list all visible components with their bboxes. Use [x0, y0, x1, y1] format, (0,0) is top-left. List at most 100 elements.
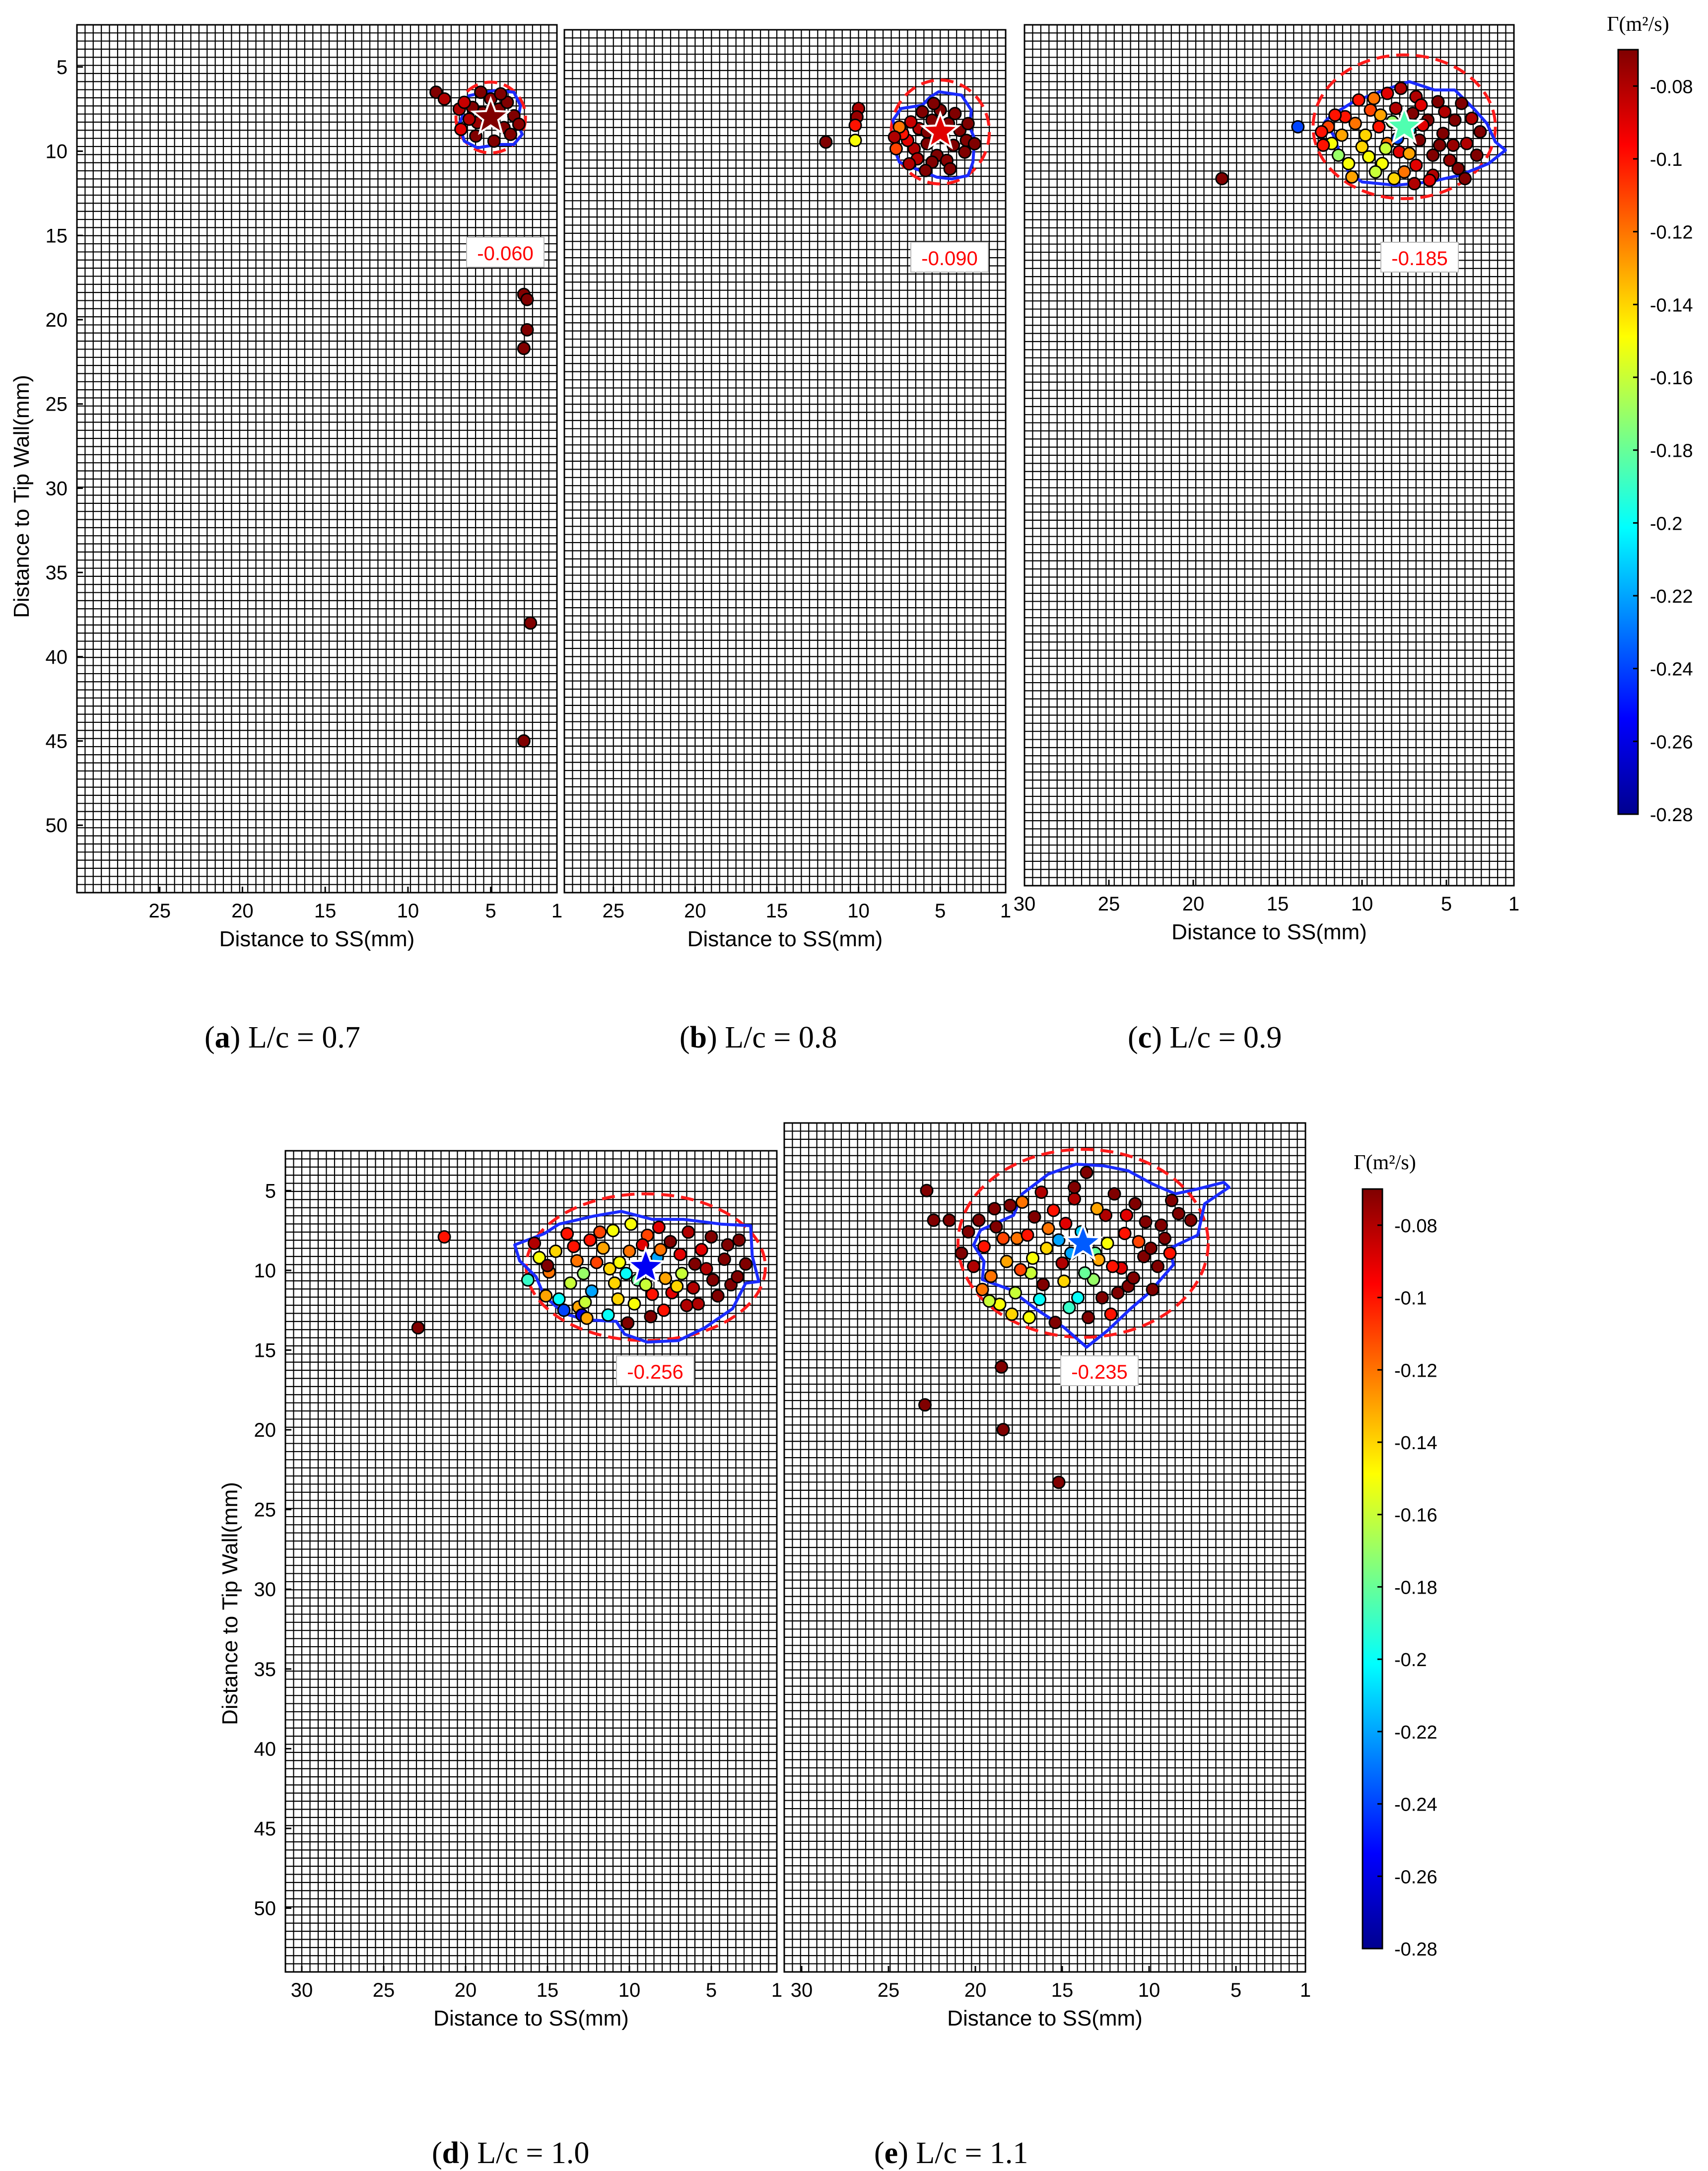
vortex-point [996, 1423, 1010, 1437]
annotation-box [1380, 242, 1459, 273]
vortex-point [1059, 1217, 1073, 1231]
detection-circle [1311, 53, 1497, 201]
vortex-point [888, 130, 901, 144]
vortex-point [848, 118, 862, 132]
vortex-point [688, 1257, 702, 1271]
colorbar-tick-label: -0.18 [1650, 441, 1693, 462]
annotation-box [1060, 1355, 1139, 1386]
vortex-point [680, 1299, 693, 1313]
colorbar-tick-label: -0.14 [1394, 1433, 1437, 1454]
annotation-value: -0.256 [627, 1361, 683, 1383]
vortex-point [1099, 1208, 1112, 1222]
vortex-point [524, 616, 538, 630]
vortex-point [958, 145, 972, 159]
vortex-point [583, 1233, 597, 1247]
panel-b: -0.090 25 20 15 10 5 1 Distance to SS(mm) [563, 29, 1011, 951]
vortex-point [437, 92, 451, 106]
y-tick-label: 5 [57, 57, 68, 78]
x-tick-label: 10 [1351, 893, 1373, 915]
x-tick-label: 20 [964, 1979, 987, 2001]
x-axis-label: Distance to SS(mm) [1171, 920, 1367, 944]
vortex-point [1078, 1266, 1092, 1280]
scatter-points [411, 1217, 752, 1334]
vortex-point [1047, 1203, 1060, 1217]
y-tick-label: 45 [46, 731, 68, 753]
vortex-point [1144, 1241, 1158, 1255]
vortex-point [739, 1257, 752, 1271]
vortex-point [848, 134, 862, 147]
vortex-point [1387, 172, 1401, 186]
vortex-point [686, 1281, 700, 1295]
vortex-point [920, 1184, 934, 1197]
grid [285, 1151, 777, 1972]
vortex-point [659, 1271, 673, 1285]
detection-circle [889, 78, 991, 186]
vortex-point [1352, 93, 1366, 107]
panel-e: -0.235 30 25 20 15 10 5 1 Distance to SS(mm) [783, 1122, 1311, 2031]
vortex-point [1158, 1231, 1171, 1245]
vortex-point [1127, 1271, 1140, 1285]
caption-c: (c) L/c = 0.9 [1128, 1021, 1282, 1054]
vortex-point [977, 1240, 991, 1254]
vortex-point [1082, 1311, 1095, 1325]
y-tick-label: 40 [46, 646, 68, 668]
vortex-point [613, 1256, 626, 1269]
vortex-point [517, 734, 531, 748]
colorbar-tick-label: -0.14 [1650, 295, 1693, 316]
vortex-point [1151, 1260, 1164, 1273]
vortex-point [1342, 156, 1356, 170]
vortex-point [1470, 148, 1484, 162]
y-tick-label: 25 [46, 394, 68, 416]
vortex-point [948, 107, 962, 121]
vortex-point [1087, 1272, 1100, 1286]
vortex-point [1068, 1192, 1081, 1206]
vortex-point [552, 1292, 566, 1306]
vortex-point [487, 134, 501, 148]
vortex-point [984, 1269, 998, 1283]
colorbar-tick-label: -0.12 [1650, 222, 1693, 243]
y-tick-label: 15 [46, 225, 68, 247]
colorbar-tick-label: -0.26 [1650, 732, 1693, 753]
vortex-point [961, 117, 975, 131]
vortex-center-star [919, 110, 961, 150]
y-tick-label: 5 [265, 1180, 276, 1202]
vortex-point [1460, 137, 1474, 150]
colorbar-top: Γ(m²/s) -0.08 -0.1 -0.12 -0.14 -0.16 -0.18 -0.… [1607, 13, 1693, 826]
vortex-point [504, 128, 518, 141]
vortex-point [1104, 1307, 1118, 1321]
vortex-point [731, 1270, 745, 1284]
vortex-point [918, 1398, 932, 1412]
caption-b: (b) L/c = 0.8 [680, 1021, 837, 1054]
vortex-point [1027, 1210, 1041, 1224]
y-tick-label: 10 [46, 141, 68, 163]
vortex-point [1380, 86, 1394, 100]
vortex-point [1473, 125, 1487, 139]
vortex-point [1041, 1222, 1055, 1236]
vortex-point [657, 1303, 671, 1317]
vortex-point [627, 1297, 641, 1311]
vortex-point [622, 1244, 636, 1258]
colorbar-tick-label: -0.26 [1394, 1867, 1437, 1888]
vortex-point [1446, 138, 1460, 152]
vortex-point [673, 1248, 687, 1261]
vortex-point [437, 1230, 451, 1244]
vortex-point [1026, 1251, 1039, 1265]
y-tick-label: 30 [46, 478, 68, 499]
colorbar-label: Γ(m²/s) [1607, 13, 1669, 36]
vortex-point [711, 1289, 725, 1303]
vortex-point [462, 112, 476, 126]
colorbar-tick-label: -0.2 [1650, 513, 1682, 534]
y-axis-label-bottom: Distance to Tip Wall(mm) [218, 1482, 242, 1725]
vortex-point [1052, 1233, 1066, 1247]
y-tick-label: 30 [254, 1579, 276, 1601]
x-tick-label: 1 [1508, 893, 1519, 915]
x-tick-label: 1 [1000, 900, 1011, 922]
vortex-point [1016, 1195, 1029, 1209]
panel-d: -0.256 30 25 20 15 10 5 1 Distance to SS(mm) 5 10 1… [254, 1150, 782, 2031]
vortex-point [517, 342, 531, 355]
vortex-point [1021, 1228, 1034, 1242]
vortex-point [1040, 1241, 1053, 1255]
vortex-point [539, 1289, 553, 1303]
vortex-point [593, 1225, 607, 1239]
x-tick-label: 15 [537, 1979, 559, 2001]
